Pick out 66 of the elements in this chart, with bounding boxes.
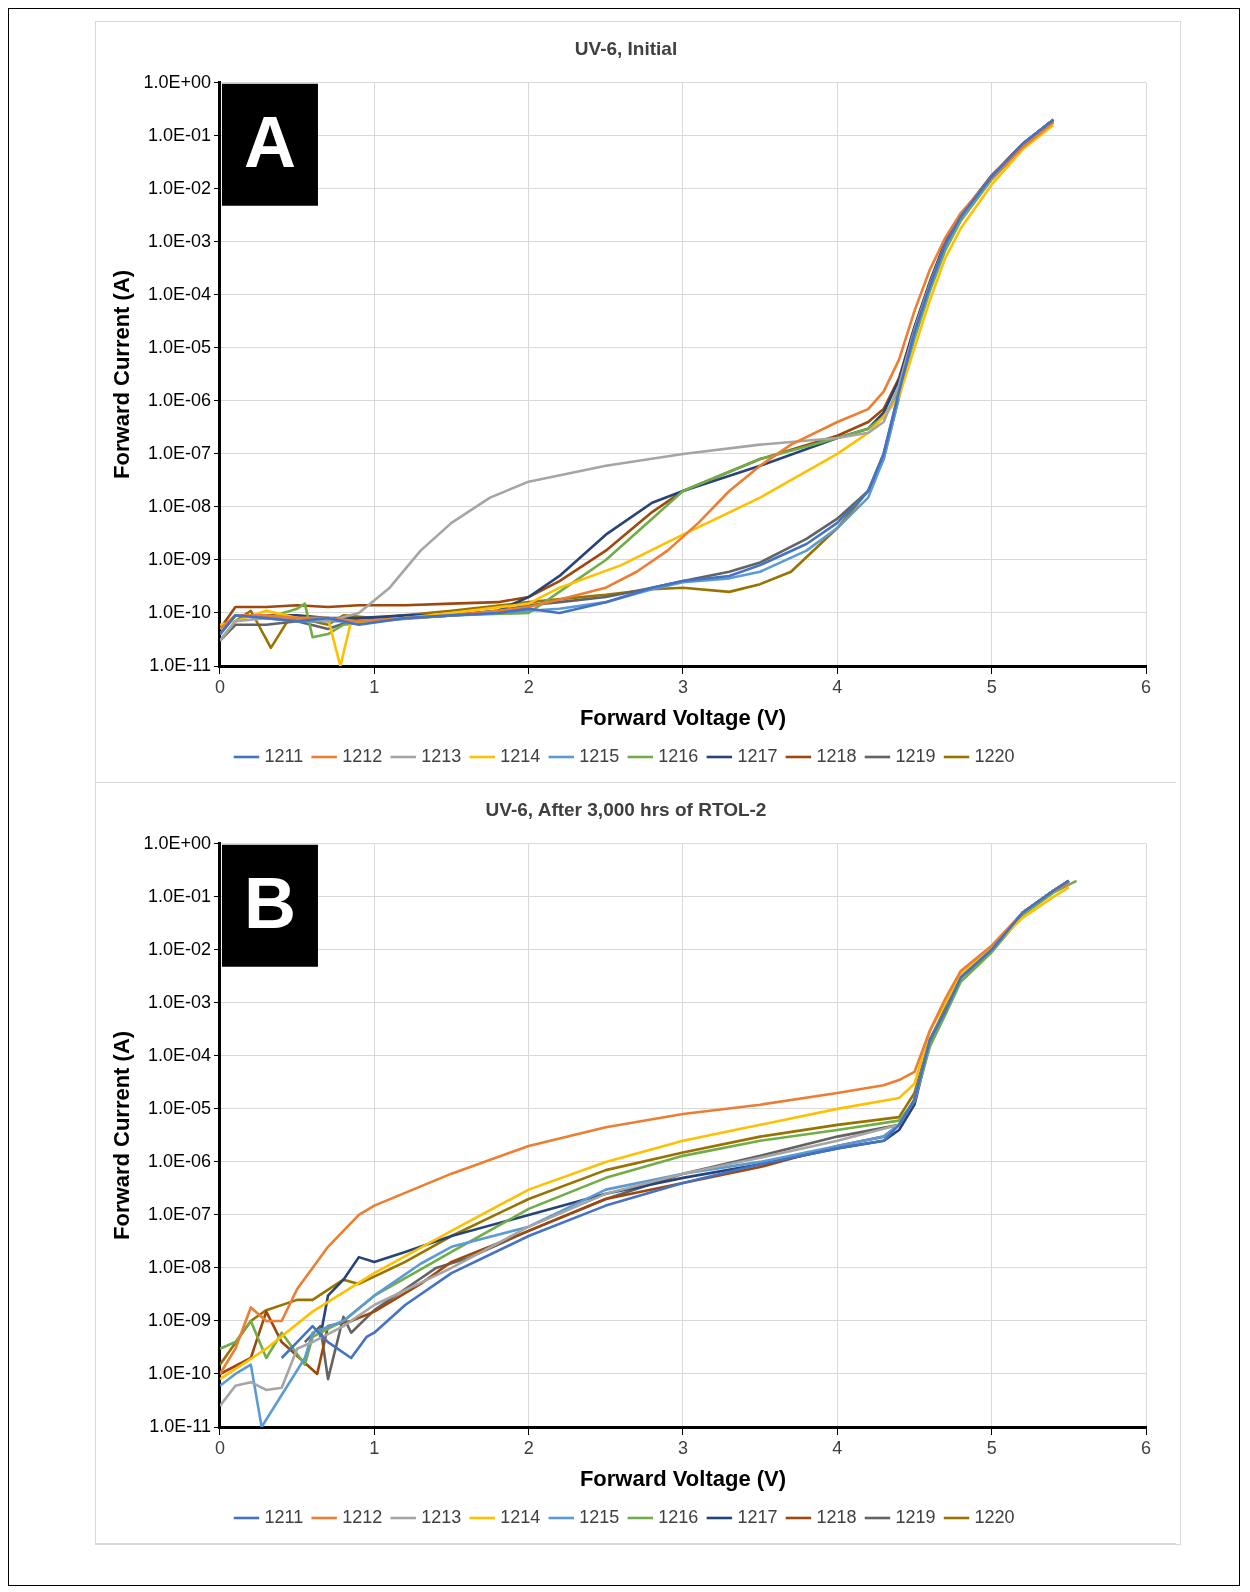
legend-label: 1216 (658, 745, 699, 766)
legend-label: 1219 (895, 745, 936, 766)
y-tick-label: 1.0E-11 (149, 654, 211, 675)
x-tick-label: 6 (1140, 1437, 1152, 1458)
y-tick-label: 1.0E-10 (147, 601, 211, 622)
x-tick-label: 2 (523, 1437, 534, 1458)
y-tick-label: 1.0E-09 (147, 1309, 211, 1330)
y-tick-label: 1.0E-11 (149, 1415, 211, 1436)
annotation: B (243, 862, 296, 943)
y-tick-label: 1.0E-07 (147, 442, 211, 463)
x-tick-label: 3 (677, 676, 688, 697)
y-tick-label: 1.0E-07 (147, 1203, 211, 1224)
annotation: A (243, 101, 296, 182)
y-tick-label: 1.0E-06 (147, 389, 211, 410)
y-axis-title: Forward Current (A) (109, 269, 135, 479)
x-tick-label: 0 (214, 676, 225, 697)
y-tick-label: 1.0E-04 (147, 1044, 211, 1065)
y-tick-label: 1.0E-08 (147, 495, 211, 516)
legend-label: 1216 (658, 1506, 699, 1527)
x-tick-label: 4 (832, 676, 843, 697)
legend-label: 1212 (342, 745, 383, 766)
legend-label: 1219 (895, 1506, 936, 1527)
x-tick-label: 5 (986, 676, 997, 697)
y-tick-label: 1.0E-02 (147, 177, 211, 198)
legend-label: 1211 (264, 1506, 304, 1527)
x-tick-label: 2 (523, 676, 534, 697)
legend-label: 1220 (974, 745, 1015, 766)
y-tick-label: 1.0E-09 (147, 548, 211, 569)
legend-label: 1214 (500, 1506, 541, 1527)
y-tick-label: 1.0E-01 (147, 124, 211, 145)
y-tick-label: 1.0E-03 (147, 991, 211, 1012)
legend-label: 1213 (421, 1506, 462, 1527)
legend-label: 1217 (737, 745, 778, 766)
y-tick-label: 1.0E-05 (147, 1097, 211, 1118)
y-tick-label: 1.0E-05 (147, 336, 211, 357)
y-tick-label: 1.0E+00 (143, 832, 211, 853)
chart-title: UV-6, After 3,000 hrs of RTOL-2 (485, 798, 767, 820)
y-axis-title: Forward Current (A) (109, 1030, 135, 1240)
y-tick-label: 1.0E-10 (147, 1362, 211, 1383)
x-tick-label: 4 (832, 1437, 843, 1458)
legend-label: 1218 (816, 1506, 857, 1527)
legend-label: 1212 (342, 1506, 383, 1527)
x-axis-title: Forward Voltage (V) (579, 704, 787, 730)
x-tick-label: 5 (986, 1437, 997, 1458)
legend-label: 1211 (264, 745, 304, 766)
x-axis-title: Forward Voltage (V) (579, 1465, 787, 1491)
legend-label: 1220 (974, 1506, 1015, 1527)
legend-label: 1215 (579, 1506, 620, 1527)
x-tick-label: 0 (214, 1437, 225, 1458)
x-tick-label: 3 (677, 1437, 688, 1458)
y-tick-label: 1.0E-03 (147, 230, 211, 251)
chart-title: UV-6, Initial (574, 37, 678, 59)
legend-label: 1218 (816, 745, 857, 766)
x-tick-label: 1 (369, 676, 380, 697)
legend-label: 1215 (579, 745, 620, 766)
y-tick-label: 1.0E-01 (147, 885, 211, 906)
legend-label: 1214 (500, 745, 541, 766)
legend-label: 1217 (737, 1506, 778, 1527)
y-tick-label: 1.0E-04 (147, 283, 211, 304)
y-tick-label: 1.0E-02 (147, 938, 211, 959)
y-tick-label: 1.0E+00 (143, 71, 211, 92)
x-tick-label: 6 (1140, 676, 1152, 697)
x-tick-label: 1 (369, 1437, 380, 1458)
y-tick-label: 1.0E-06 (147, 1150, 211, 1171)
legend-label: 1213 (421, 745, 462, 766)
y-tick-label: 1.0E-08 (147, 1256, 211, 1277)
